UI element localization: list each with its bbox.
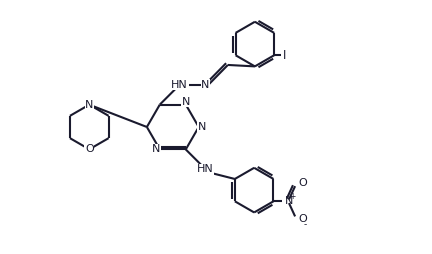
Text: O: O bbox=[298, 178, 307, 188]
Text: N: N bbox=[197, 122, 206, 132]
Text: N: N bbox=[152, 145, 160, 154]
Text: +: + bbox=[289, 192, 296, 201]
Text: O: O bbox=[85, 144, 94, 154]
Text: O: O bbox=[298, 214, 307, 224]
Text: N: N bbox=[201, 80, 210, 90]
Text: -: - bbox=[303, 220, 306, 229]
Text: HN: HN bbox=[171, 80, 188, 90]
Text: I: I bbox=[283, 49, 286, 62]
Text: N: N bbox=[85, 100, 93, 110]
Text: HN: HN bbox=[197, 164, 214, 174]
Text: N: N bbox=[285, 196, 293, 206]
Text: N: N bbox=[181, 97, 190, 107]
